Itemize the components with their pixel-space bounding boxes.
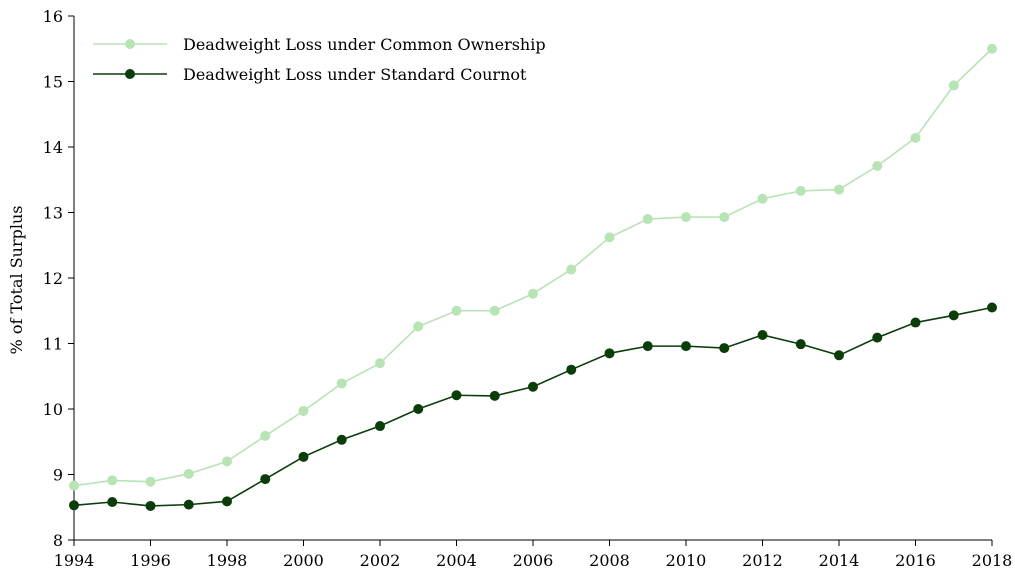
x-tick-label: 2000 [283, 551, 324, 570]
x-tick-label: 1998 [207, 551, 248, 570]
series-line [73, 306, 993, 507]
data-point [757, 193, 768, 204]
data-point [872, 332, 883, 343]
data-point [795, 185, 806, 196]
x-tick-label: 2016 [895, 551, 936, 570]
data-point [528, 288, 538, 299]
data-point [183, 468, 194, 479]
y-tick-label: 8 [53, 531, 63, 550]
data-point [642, 214, 653, 225]
x-tick-label: 2006 [513, 551, 554, 570]
data-point [298, 451, 309, 462]
y-tick-label: 13 [43, 204, 63, 223]
data-point [910, 317, 921, 328]
legend-item: Deadweight Loss under Common Ownership [93, 35, 546, 54]
x-tick-label: 2008 [589, 551, 630, 570]
data-point [413, 321, 424, 332]
data-point [604, 348, 615, 359]
legend-marker [125, 39, 135, 49]
series-1 [69, 43, 997, 491]
data-point [298, 405, 309, 416]
x-tick-label: 2002 [360, 551, 401, 570]
data-point [375, 358, 385, 369]
series-layer [69, 43, 997, 511]
data-point [69, 480, 79, 491]
data-point [757, 329, 768, 340]
y-tick-label: 16 [43, 7, 63, 26]
data-point [451, 390, 462, 401]
axes: 8 9 10 11 12 13 14 15 16 1994 1996 1998 2000 2002 2004… [43, 7, 1013, 570]
data-point [451, 305, 462, 316]
data-point [987, 43, 997, 54]
series-line [73, 48, 993, 487]
data-point [528, 381, 538, 392]
data-point [642, 341, 653, 352]
x-tick-label: 1994 [54, 551, 95, 570]
data-point [222, 496, 232, 507]
x-tick-label: 2004 [436, 551, 477, 570]
data-point [566, 264, 577, 275]
data-point [183, 499, 194, 510]
data-point [145, 476, 156, 487]
legend: Deadweight Loss under Common Ownership De… [93, 35, 546, 84]
x-tick-label: 2014 [819, 551, 860, 570]
data-point [566, 364, 577, 375]
data-point [69, 500, 79, 511]
data-point [489, 305, 500, 316]
legend-item: Deadweight Loss under Standard Cournot [93, 65, 527, 84]
x-tick-label: 2010 [666, 551, 707, 570]
data-point [145, 500, 156, 511]
x-tick-label: 1996 [130, 551, 171, 570]
legend-label: Deadweight Loss under Common Ownership [183, 35, 546, 54]
series-2 [69, 302, 997, 511]
data-point [260, 430, 271, 441]
y-axis-label: % of Total Surplus [7, 206, 26, 355]
data-point [336, 434, 347, 445]
data-point [795, 339, 806, 350]
data-point [719, 212, 730, 223]
data-point [681, 341, 691, 352]
x-tick-label: 2018 [972, 551, 1013, 570]
data-point [413, 404, 424, 414]
y-tick-label: 11 [43, 335, 63, 354]
data-point [948, 80, 959, 91]
y-tick-label: 14 [43, 138, 63, 157]
y-tick-label: 12 [43, 269, 63, 288]
data-point [834, 184, 844, 195]
data-point [910, 132, 921, 143]
x-tick-label: 2012 [742, 551, 783, 570]
y-tick-label: 9 [53, 466, 63, 485]
data-point [719, 343, 730, 354]
data-point [604, 232, 615, 243]
data-point [681, 212, 691, 223]
data-point [872, 160, 883, 171]
legend-marker [125, 69, 135, 79]
data-point [222, 456, 232, 467]
legend-label: Deadweight Loss under Standard Cournot [183, 65, 527, 84]
data-point [336, 378, 347, 389]
y-tick-label: 15 [43, 73, 63, 92]
data-point [375, 421, 385, 432]
data-point [260, 474, 271, 485]
data-point [107, 497, 118, 508]
data-point [107, 475, 118, 486]
data-point [948, 310, 959, 321]
data-point [987, 302, 997, 313]
data-point [834, 350, 844, 361]
data-point [489, 390, 500, 401]
y-tick-label: 10 [43, 400, 63, 419]
